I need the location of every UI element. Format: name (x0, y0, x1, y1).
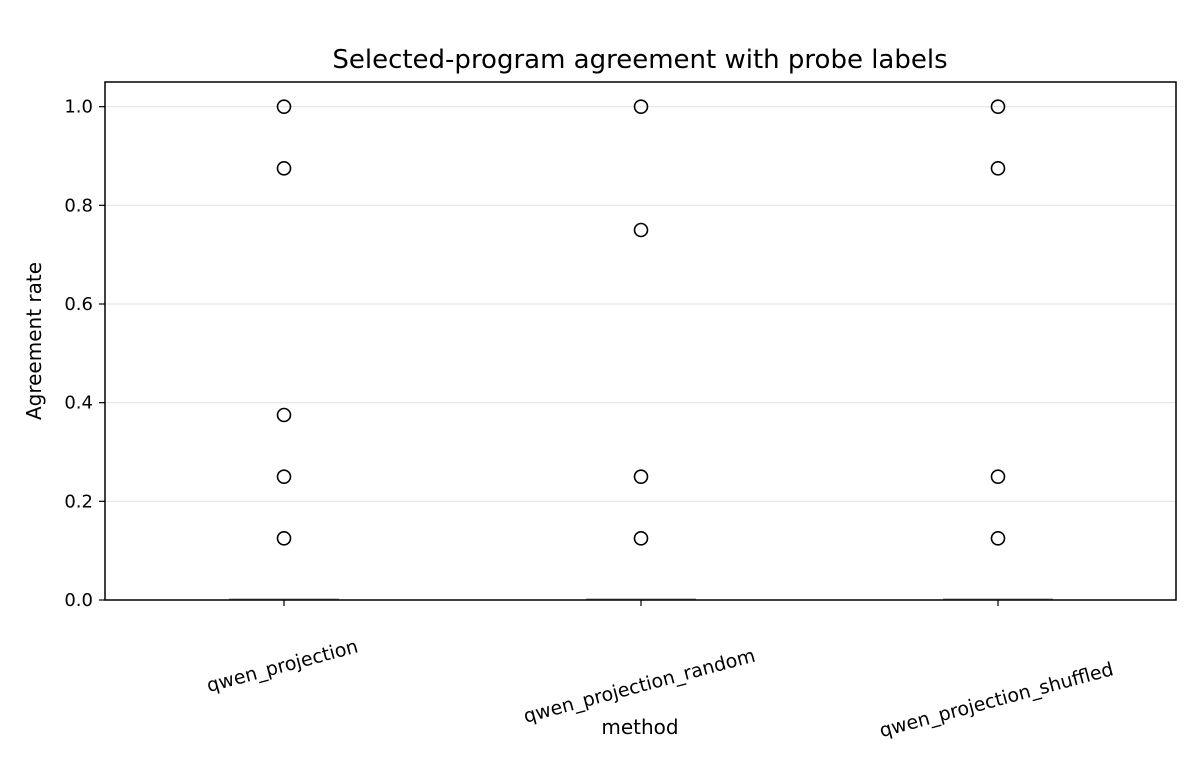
data-point (990, 531, 1006, 546)
data-point (990, 469, 1006, 484)
data-point (276, 99, 292, 114)
x-tick-label: qwen_projection_shuffled (877, 658, 1116, 742)
data-point (990, 161, 1006, 176)
y-axis-ticks: 0.0 0.2 0.4 0.6 0.8 1.0 (64, 97, 105, 611)
data-point (276, 531, 292, 546)
data-point (633, 469, 649, 484)
grid-lines (105, 106, 1176, 502)
x-tick-label: qwen_projection (204, 635, 360, 697)
y-tick-label: 1.0 (64, 97, 93, 118)
y-tick-label: 0.0 (64, 590, 93, 611)
data-points (229, 99, 1053, 600)
chart-title: Selected-program agreement with probe la… (332, 45, 947, 75)
y-tick-label: 0.8 (64, 195, 93, 216)
data-point (276, 469, 292, 484)
y-axis-label: Agreement rate (22, 262, 46, 420)
y-tick-label: 0.4 (64, 393, 93, 414)
data-point (633, 99, 649, 114)
data-point (276, 161, 292, 176)
y-tick-label: 0.6 (64, 294, 93, 315)
plot-frame (104, 81, 1177, 601)
y-tick-label: 0.2 (64, 491, 93, 512)
x-axis-label: method (601, 715, 678, 739)
data-point (276, 407, 292, 423)
data-point (633, 222, 649, 238)
data-point (633, 531, 649, 546)
data-point (990, 99, 1006, 114)
